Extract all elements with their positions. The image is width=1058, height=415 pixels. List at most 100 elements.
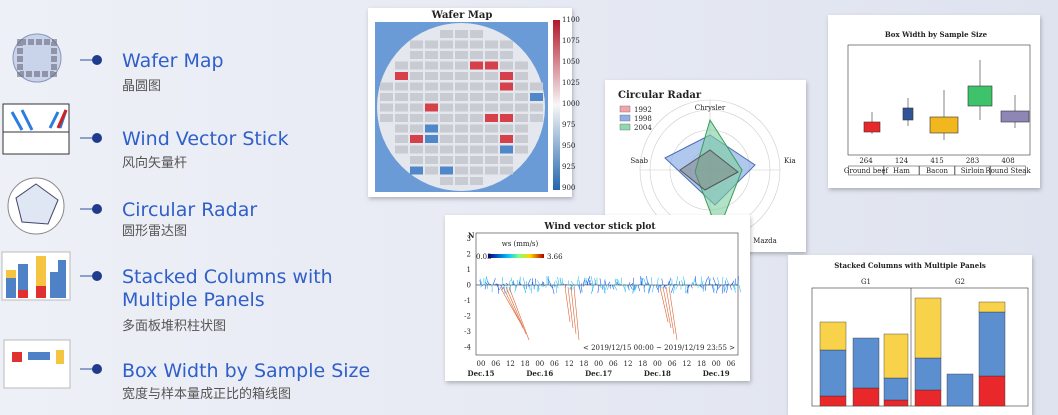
stick bbox=[669, 284, 672, 288]
die bbox=[470, 93, 483, 101]
stick bbox=[712, 277, 717, 286]
stick bbox=[534, 284, 536, 288]
die bbox=[470, 124, 483, 133]
die bbox=[515, 93, 528, 101]
die bbox=[455, 51, 468, 59]
cell bbox=[848, 165, 884, 176]
die bbox=[485, 145, 498, 154]
stick bbox=[556, 284, 559, 289]
y-tick-label: -1 bbox=[464, 297, 471, 305]
die bbox=[425, 82, 438, 91]
stick bbox=[700, 276, 702, 286]
stick bbox=[648, 284, 651, 292]
stick bbox=[687, 284, 691, 289]
stick bbox=[738, 284, 742, 293]
y-tick-label: 3 bbox=[467, 235, 471, 243]
stick bbox=[517, 279, 519, 286]
item-subtitle: 风向矢量杆 bbox=[122, 155, 187, 171]
die bbox=[410, 82, 423, 91]
stick bbox=[607, 281, 611, 286]
stick bbox=[547, 277, 550, 286]
colorbar-tick: 975 bbox=[562, 121, 575, 129]
die bbox=[425, 103, 438, 112]
die bbox=[395, 135, 408, 143]
die bbox=[395, 82, 408, 91]
die bbox=[410, 156, 423, 164]
stick bbox=[499, 286, 521, 323]
legend-swatch bbox=[619, 123, 631, 131]
die bbox=[380, 114, 393, 122]
die bbox=[455, 145, 468, 154]
colorbar-tick: 1050 bbox=[562, 58, 580, 66]
stick bbox=[665, 286, 675, 335]
y-tick-label: 2 bbox=[467, 251, 471, 259]
stick bbox=[559, 278, 563, 286]
stick bbox=[525, 284, 527, 290]
y-tick-label: 1 bbox=[467, 266, 471, 274]
stick bbox=[690, 284, 693, 289]
stick bbox=[626, 284, 629, 288]
axes bbox=[847, 44, 1031, 156]
category-label: Ham bbox=[893, 167, 910, 175]
stick bbox=[729, 284, 732, 290]
die bbox=[455, 72, 468, 80]
stick bbox=[578, 284, 582, 294]
die bbox=[395, 124, 408, 133]
stick bbox=[645, 282, 648, 286]
die bbox=[485, 61, 498, 70]
stick bbox=[525, 280, 528, 286]
axis-label: Chrysler bbox=[695, 104, 726, 112]
stick bbox=[485, 282, 489, 286]
die bbox=[440, 82, 453, 91]
die bbox=[440, 40, 453, 49]
die bbox=[440, 156, 453, 164]
item-subtitle: 多面板堆积柱状图 bbox=[122, 318, 226, 334]
stick bbox=[527, 278, 531, 286]
stick bbox=[613, 284, 618, 291]
die bbox=[485, 72, 498, 80]
stick bbox=[733, 284, 736, 290]
list: Wafer Map 晶圆图 Wind Vector Stick 风向矢量杆 Ci… bbox=[80, 50, 370, 402]
die bbox=[485, 124, 498, 133]
die bbox=[425, 72, 438, 80]
colorbar bbox=[488, 254, 544, 258]
stick bbox=[567, 286, 574, 329]
stick bbox=[657, 284, 660, 293]
die bbox=[440, 51, 453, 59]
stick bbox=[633, 284, 636, 291]
stick bbox=[616, 278, 619, 286]
stick bbox=[599, 278, 602, 286]
x-tick-label: 06 bbox=[491, 360, 500, 368]
stick bbox=[570, 280, 575, 286]
stick bbox=[723, 284, 728, 292]
stick bbox=[501, 276, 504, 286]
die bbox=[470, 51, 483, 59]
stick bbox=[479, 278, 483, 286]
y-tick-label: 0 bbox=[467, 282, 471, 290]
stick bbox=[682, 276, 686, 286]
y-tick-label: -4 bbox=[464, 344, 471, 352]
stick bbox=[672, 284, 676, 294]
stick bbox=[577, 284, 580, 289]
radar-area bbox=[679, 149, 739, 191]
die bbox=[455, 103, 468, 112]
cell bbox=[883, 165, 920, 176]
stick bbox=[643, 278, 647, 286]
item-subtitle: 晶圆图 bbox=[122, 79, 161, 94]
stick bbox=[616, 281, 620, 286]
item-title: Box Width by Sample Size bbox=[122, 360, 370, 382]
stick bbox=[492, 278, 496, 286]
cell bbox=[990, 165, 1026, 176]
stick bbox=[514, 284, 518, 293]
stick bbox=[486, 277, 490, 286]
die bbox=[440, 61, 453, 70]
die bbox=[455, 177, 468, 185]
stick bbox=[586, 280, 589, 286]
stick bbox=[502, 286, 524, 329]
stick bbox=[634, 284, 638, 291]
die bbox=[395, 61, 408, 70]
colorbar-tick: 900 bbox=[562, 184, 575, 192]
stick bbox=[620, 277, 622, 286]
stick bbox=[555, 284, 557, 294]
